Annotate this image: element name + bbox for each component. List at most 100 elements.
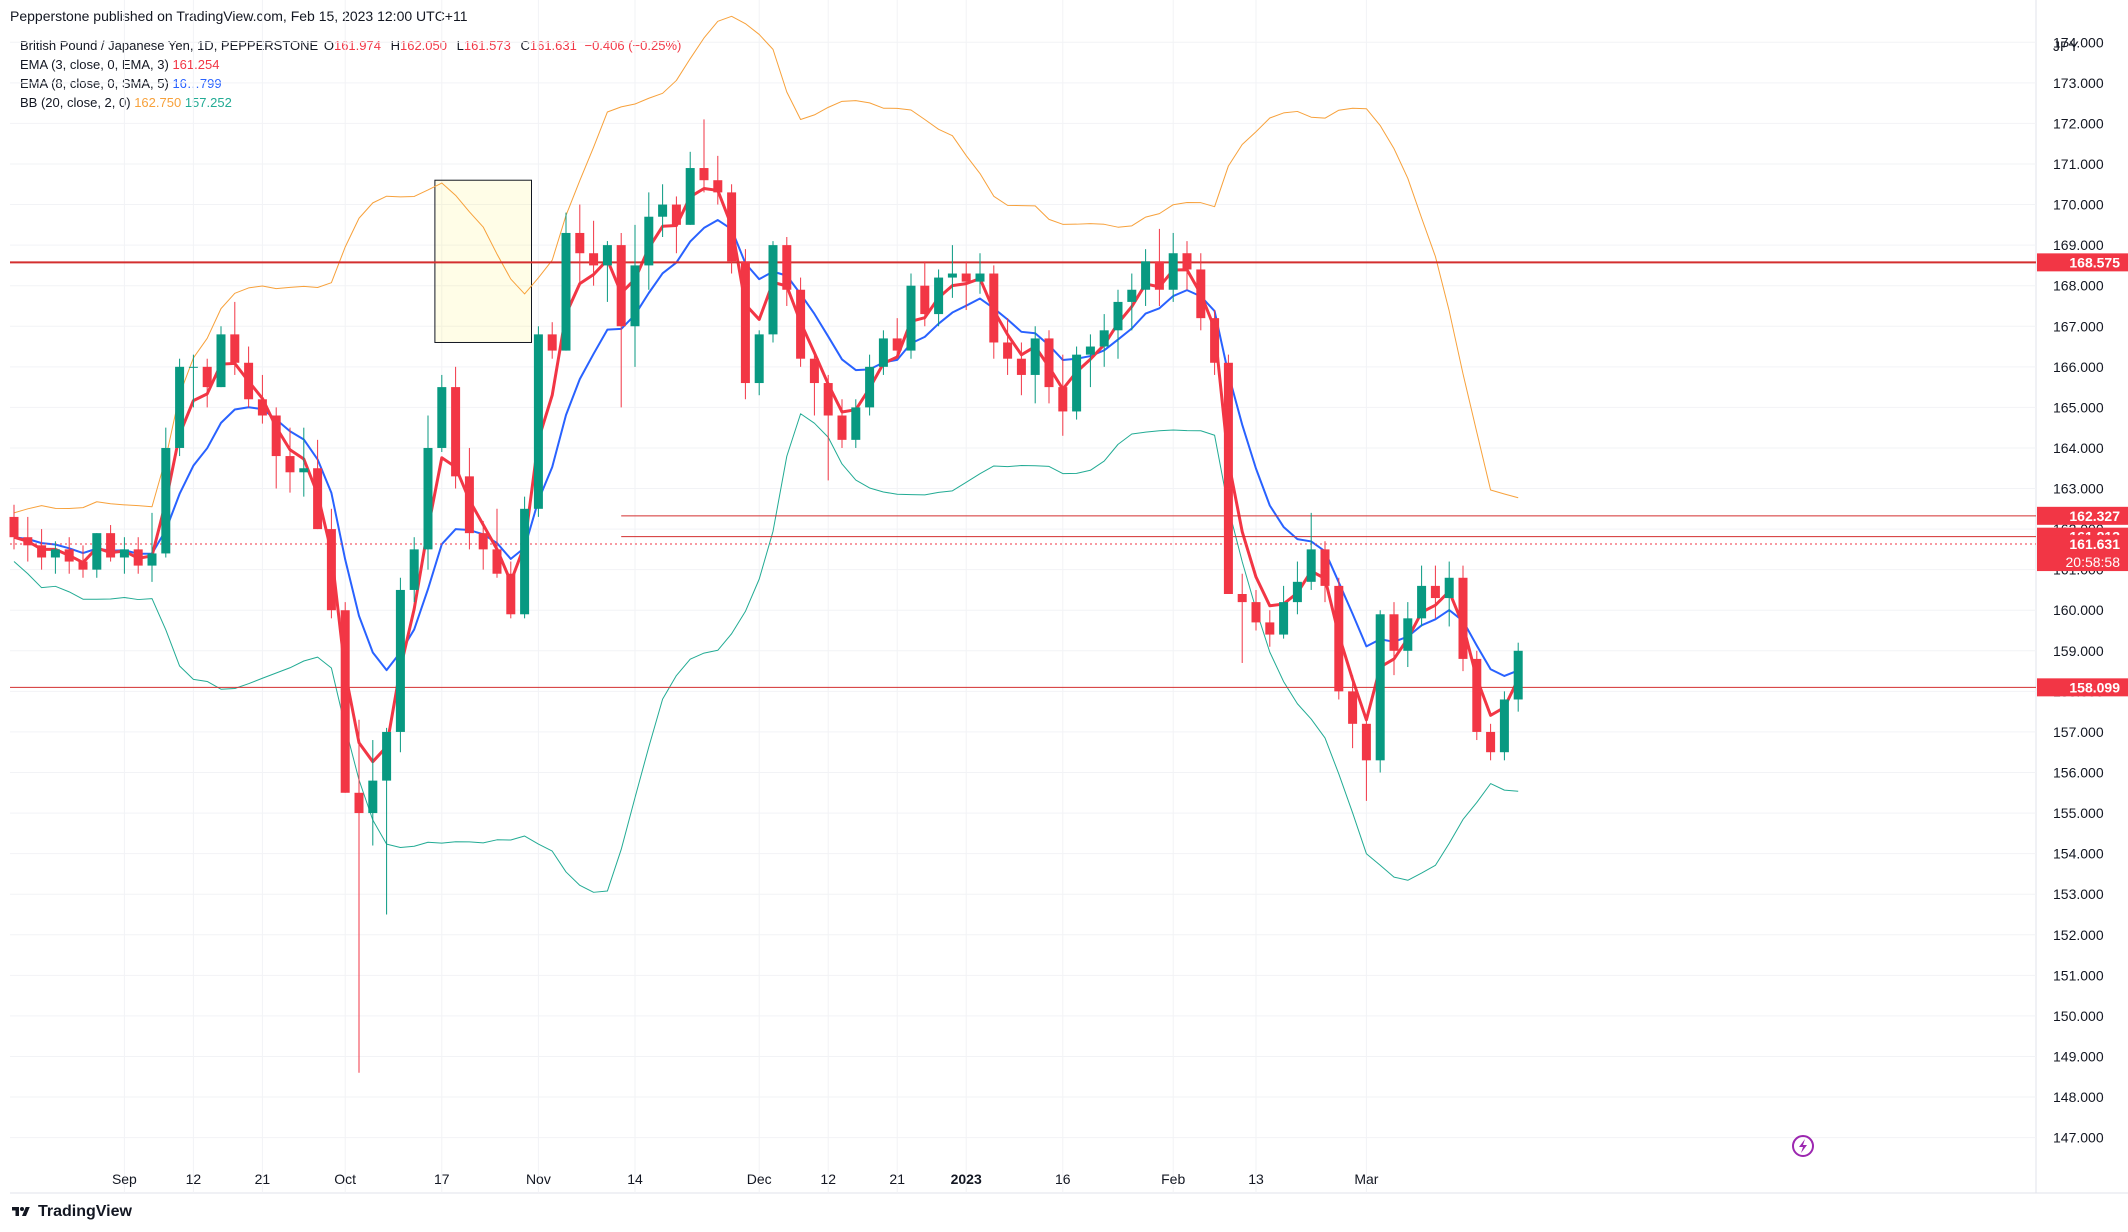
candle-body	[947, 273, 957, 278]
candle-body	[575, 232, 585, 254]
level-tag	[2037, 678, 2128, 697]
level-tag-label: 168.575	[2069, 254, 2120, 270]
x-tick-label: Oct	[334, 1171, 356, 1187]
x-tick-label: Sep	[112, 1171, 137, 1187]
ohlc-low-label: L	[456, 38, 464, 53]
chart-grid	[10, 0, 2128, 1194]
candle-body	[161, 447, 171, 554]
candle-body	[1334, 585, 1344, 692]
candle-body	[1375, 614, 1385, 761]
candle-body	[64, 549, 74, 562]
candle-body	[658, 204, 668, 217]
y-tick-label: 157.000	[2053, 724, 2104, 740]
level-tag	[2037, 506, 2128, 525]
candle-body	[1292, 581, 1302, 603]
level-tag	[2037, 527, 2128, 546]
ema8-row[interactable]: EMA (8, close, 0, SMA, 5) 16…799	[20, 74, 685, 93]
candle-body	[1389, 614, 1399, 651]
currency-label: JPY	[2053, 38, 2079, 54]
candle-body	[133, 549, 143, 566]
ohlc-open-label: O	[323, 38, 334, 53]
candle-body	[1113, 301, 1123, 331]
x-tick-label: Mar	[1354, 1171, 1378, 1187]
candle-body	[478, 533, 488, 550]
candle-body	[326, 529, 336, 611]
candle-body	[768, 245, 778, 335]
candle-body	[175, 366, 185, 448]
candle-body	[119, 549, 129, 558]
x-tick-label: 12	[186, 1171, 202, 1187]
indicator-lines	[13, 15, 1520, 893]
x-tick-label: 2023	[951, 1171, 982, 1187]
candle-body	[1306, 549, 1316, 582]
candle-body	[616, 245, 626, 327]
y-tick-label: 165.000	[2053, 399, 2104, 415]
ohlc-high: 162.050	[399, 38, 447, 53]
candle-body	[9, 516, 19, 538]
y-tick-label: 166.000	[2053, 359, 2104, 375]
highlight-box	[434, 179, 532, 343]
bb-row[interactable]: BB (20, close, 2, 0) 162.750 157.252	[20, 93, 685, 112]
tradingview-footer[interactable]: TradingView	[10, 1203, 132, 1221]
candle-body	[92, 533, 102, 570]
y-tick-label: 162.000	[2053, 521, 2104, 537]
ema3-label: EMA (3, close, 0, EMA, 3)	[20, 57, 169, 72]
candle-body	[340, 610, 350, 793]
y-tick-label: 149.000	[2053, 1048, 2104, 1064]
bb-label: BB (20, close, 2, 0)	[20, 95, 131, 110]
y-tick-label: 172.000	[2053, 115, 2104, 131]
candle-body	[920, 285, 930, 315]
bb-upper-value: 162.750	[134, 95, 182, 110]
x-tick-label: Nov	[526, 1171, 551, 1187]
publisher-header: Pepperstone published on TradingView.com…	[10, 8, 468, 24]
candle-body	[1182, 253, 1192, 270]
lightning-icon	[1792, 1135, 1814, 1157]
candle-body	[1030, 338, 1040, 375]
candle-body	[1168, 253, 1178, 290]
candle-body	[1058, 387, 1068, 412]
candle-body	[299, 468, 309, 473]
candle-body	[257, 399, 267, 416]
candle-body	[961, 273, 971, 282]
last-price-label: 161.631	[2069, 536, 2120, 552]
ema3-row[interactable]: EMA (3, close, 0, EMA, 3) 161.254	[20, 55, 685, 74]
candle-body	[368, 780, 378, 814]
y-tick-label: 147.000	[2053, 1130, 2104, 1146]
candle-body	[354, 792, 364, 814]
candle-body	[533, 334, 543, 509]
candle-body	[37, 545, 47, 558]
candle-body	[216, 334, 226, 388]
y-tick-label: 151.000	[2053, 967, 2104, 983]
symbol-title[interactable]: British Pound / Japanese Yen, 1D, PEPPER…	[20, 38, 319, 53]
candle-body	[796, 289, 806, 359]
ema3-line	[13, 187, 1520, 764]
x-tick-label: 12	[820, 1171, 836, 1187]
candle-body	[1085, 346, 1095, 355]
candle-body	[1154, 261, 1164, 290]
candle-body	[1348, 691, 1358, 724]
x-tick-label: 16	[1055, 1171, 1071, 1187]
candle-body	[1196, 269, 1206, 319]
y-tick-label: 161.000	[2053, 562, 2104, 578]
candle-body	[506, 573, 516, 615]
level-tag-label: 161.813	[2069, 529, 2120, 545]
ohlc-high-label: H	[390, 38, 400, 53]
horizontal-levels	[10, 261, 2036, 688]
candle-body	[106, 533, 116, 558]
candle-body	[1251, 602, 1261, 623]
candles	[9, 119, 1523, 1073]
y-tick-label: 155.000	[2053, 805, 2104, 821]
candle-body	[754, 334, 764, 384]
ema3-value: 161.254	[172, 57, 220, 72]
ohlc-close-label: C	[520, 38, 530, 53]
ema8-value: 16…799	[172, 76, 222, 91]
candle-body	[727, 192, 737, 262]
candle-body	[50, 549, 60, 558]
candle-body	[188, 366, 198, 368]
candle-body	[271, 415, 281, 457]
candle-body	[1458, 577, 1468, 659]
candle-body	[451, 387, 461, 477]
candle-body	[685, 168, 695, 225]
